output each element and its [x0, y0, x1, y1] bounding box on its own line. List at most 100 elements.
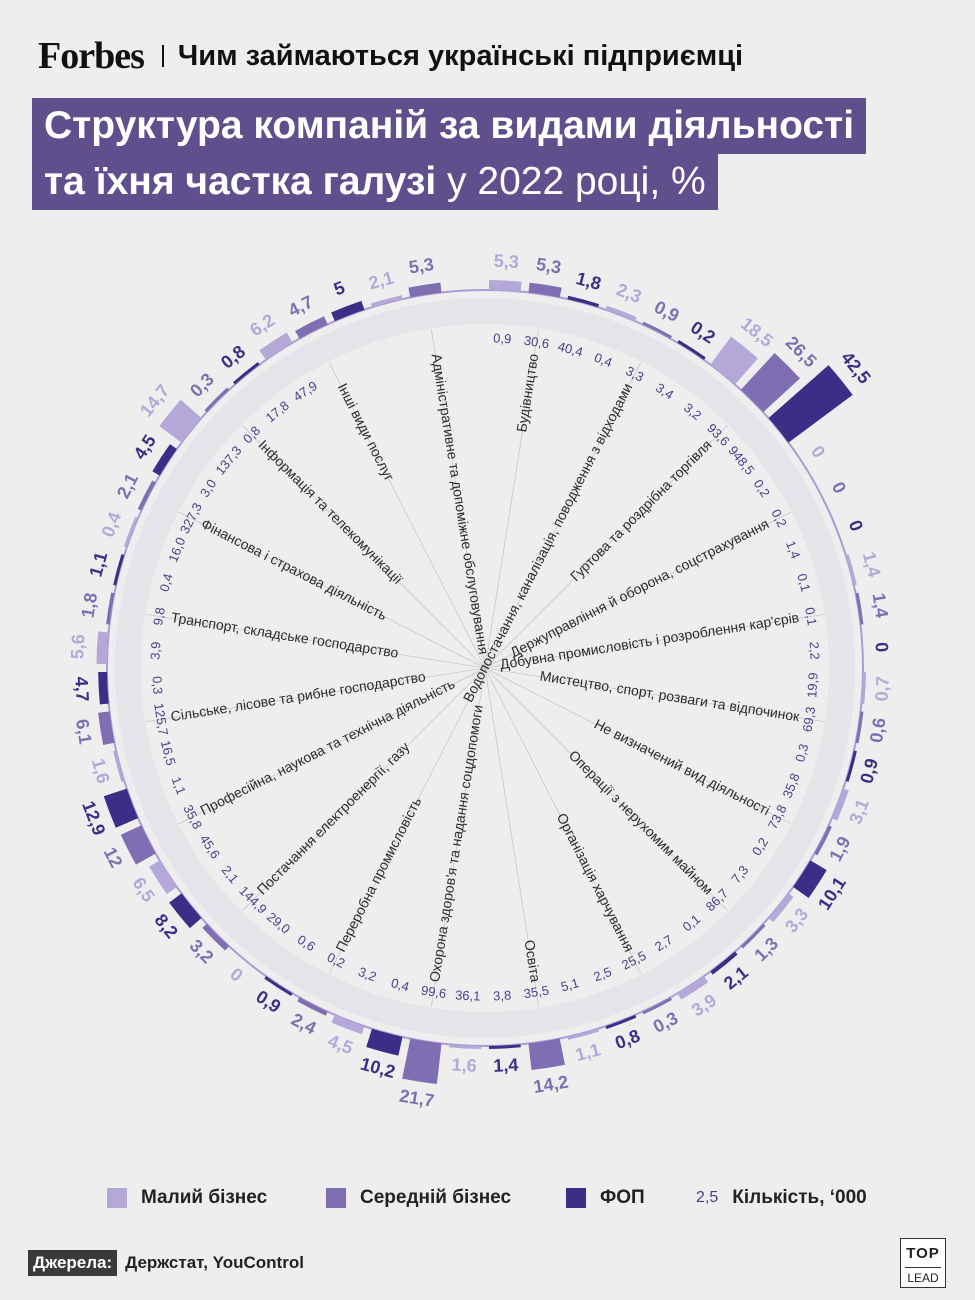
- spoke-cat-20: [430, 329, 486, 669]
- value-label-cat-11-fop: 10,2: [358, 1054, 397, 1082]
- bar-cat-1-medium: [528, 282, 562, 298]
- baseline-circle: [106, 289, 864, 1047]
- legend-fop: ФОП: [566, 1186, 645, 1210]
- count-label-cat-16-small: 3,9: [147, 641, 163, 660]
- value-label-cat-4-fop: 0: [845, 517, 867, 534]
- legend-count: 2,5 Кількість, ‘000: [696, 1186, 867, 1210]
- category-label-cat-16: Транспорт, складське господарство: [170, 609, 400, 661]
- bar-cat-14-small: [149, 860, 177, 895]
- count-label-cat-4-fop: 1,4: [783, 539, 803, 561]
- count-label-cat-11-medium: 99,6: [420, 983, 447, 1002]
- value-label-cat-9-small: 3,9: [688, 990, 720, 1020]
- value-label-cat-11-small: 1,6: [451, 1055, 477, 1076]
- bar-cat-19-medium: [295, 316, 328, 339]
- bar-cat-11-fop: [366, 1028, 403, 1056]
- chart-title: Структура компаній за видами діяльності …: [32, 98, 867, 210]
- legend-small-swatch: [107, 1188, 127, 1208]
- value-label-cat-17-small: 0,4: [98, 509, 126, 540]
- spoke-cat-15: [146, 667, 486, 723]
- count-label-cat-13-fop: 2,1: [219, 863, 242, 886]
- spoke-cat-3: [484, 425, 728, 669]
- value-label-cat-6-medium: 0,6: [866, 716, 890, 744]
- value-label-cat-17-medium: 2,1: [113, 470, 142, 501]
- value-label-cat-4-small: 0: [807, 442, 829, 461]
- spoke-cat-5: [484, 613, 824, 669]
- category-label-cat-10: Освіта: [521, 939, 543, 984]
- spoke-cat-7: [484, 667, 791, 825]
- bar-cat-1-fop: [567, 295, 600, 308]
- bar-cat-19-fop: [331, 300, 365, 322]
- value-label-cat-7-small: 3,1: [845, 796, 873, 827]
- value-label-cat-13-medium: 3,2: [186, 935, 218, 967]
- value-label-cat-6-fop: 0,9: [856, 756, 882, 785]
- category-label-cat-1: Будівництво: [513, 352, 541, 433]
- value-label-cat-15-fop: 4,7: [71, 676, 92, 702]
- value-label-cat-2-fop: 0,2: [687, 317, 719, 347]
- value-label-cat-16-small: 5,6: [67, 634, 88, 660]
- bar-cat-3-small: [710, 336, 759, 385]
- count-label-cat-7-fop: 0,2: [749, 835, 771, 858]
- count-label-cat-5-medium: 0,1: [802, 606, 820, 626]
- value-label-cat-8-fop: 2,1: [720, 962, 752, 993]
- forbes-logo: Forbes: [38, 35, 145, 77]
- bar-cat-3-medium: [740, 353, 800, 413]
- bar-cat-5-small: [845, 554, 857, 586]
- bar-cat-15-fop: [98, 671, 109, 705]
- count-label-cat-15-small: 16,5: [158, 739, 179, 767]
- count-label-cat-3-small: 3,2: [681, 400, 704, 423]
- spoke-cat-9: [484, 667, 642, 974]
- title-line-2: та їхня частка галузі у 2022 році, %: [32, 154, 718, 210]
- count-label-cat-19-small: 47,9: [291, 378, 320, 404]
- value-label-cat-5-medium: 1,4: [868, 591, 892, 619]
- value-label-cat-17-fop: 4,5: [130, 431, 160, 463]
- value-label-cat-4-medium: 0: [828, 479, 850, 497]
- bar-cat-17-fop: [152, 444, 177, 476]
- count-label-cat-6-fop: 0,3: [792, 742, 811, 763]
- bar-cat-10-medium: [528, 1038, 565, 1071]
- header-separator: [161, 45, 164, 67]
- spoke-cat-6: [484, 667, 824, 723]
- value-label-cat-1-fop: 1,8: [574, 268, 603, 294]
- value-label-cat-19-medium: 4,7: [285, 292, 316, 321]
- count-label-cat-9-small: 2,7: [652, 932, 675, 954]
- value-label-cat-7-medium: 1,9: [825, 833, 854, 864]
- header: Forbes Чим займаються українські підприє…: [38, 35, 744, 77]
- value-label-cat-20-medium: 5,3: [407, 254, 435, 278]
- bar-cat-2-medium: [642, 321, 673, 339]
- bar-cat-16-fop: [113, 554, 125, 586]
- value-label-cat-13-small: 0: [226, 964, 246, 986]
- value-label-cat-9-fop: 0,8: [612, 1026, 643, 1054]
- header-subtitle: Чим займаються українські підприємці: [177, 39, 744, 72]
- count-label-cat-2-small: 0,4: [592, 350, 614, 370]
- bar-cat-3-fop: [768, 365, 853, 443]
- spoke-cat-2: [484, 362, 642, 669]
- bar-cat-19-small: [259, 332, 293, 360]
- bar-cat-16-medium: [106, 592, 115, 625]
- count-label-cat-13-small: 29,0: [264, 909, 293, 937]
- count-label-cat-8-small: 7,3: [728, 863, 751, 886]
- bar-cat-11-small: [449, 1044, 482, 1049]
- legend-small: Малий бізнес: [107, 1186, 267, 1210]
- value-label-cat-16-medium: 1,8: [77, 591, 101, 619]
- bar-cat-9-fop: [605, 1014, 637, 1030]
- spoke-cat-19: [328, 362, 486, 669]
- bar-cat-9-small: [677, 976, 709, 1000]
- value-label-cat-10-medium: 14,2: [532, 1072, 570, 1097]
- bar-cat-12-small: [331, 1014, 365, 1035]
- value-label-cat-16-fop: 1,1: [85, 550, 111, 579]
- source-line: Джерела: Держстат, YouControl: [28, 1250, 304, 1276]
- category-label-cat-20: Адміністративне та допоміжне обслуговува…: [429, 352, 492, 655]
- spoke-cat-13: [242, 667, 486, 911]
- category-label-cat-11: Охорона здоров'я та надання соцдопомоги: [426, 704, 486, 984]
- value-label-cat-11-medium: 21,7: [398, 1086, 436, 1111]
- count-label-cat-10-small: 5,1: [559, 975, 580, 994]
- count-label-cat-4-small: 0,2: [751, 477, 773, 500]
- count-label-cat-2-fop: 3,4: [653, 380, 676, 402]
- count-label-cat-12-small: 3,2: [356, 964, 378, 984]
- bar-cat-10-small: [567, 1028, 599, 1040]
- spoke-cat-8: [484, 667, 728, 911]
- value-label-cat-1-small: 5,3: [493, 251, 519, 272]
- toplead-line-1: TOP: [906, 1245, 940, 1262]
- value-label-cat-14-medium: 12: [100, 844, 127, 871]
- value-label-cat-14-small: 6,5: [128, 874, 158, 906]
